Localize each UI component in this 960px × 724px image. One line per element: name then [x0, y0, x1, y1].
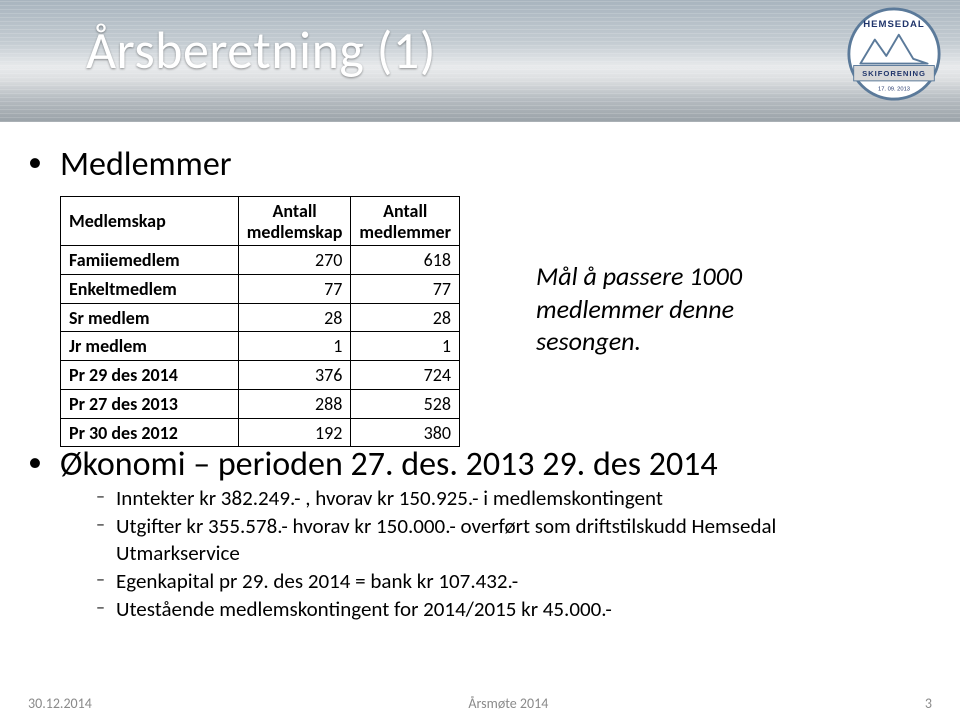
table-row: Pr 30 des 2012192380	[61, 418, 460, 447]
logo-top-text: HEMSEDAL	[863, 19, 924, 30]
table-row: Famiiemedlem270618	[61, 246, 460, 275]
table-header: Antall medlemskap	[238, 197, 351, 246]
footer-title: Årsmøte 2014	[468, 695, 548, 712]
footer-page: 3	[925, 695, 932, 712]
logo-bottom-text: SKIFORENING	[862, 69, 926, 78]
goal-text: Mål å passere 1000 medlemmer denne seson…	[536, 260, 856, 358]
goal-line: sesongen.	[536, 325, 856, 358]
header-band: Årsberetning (1) HEMSEDAL SKIFORENING 17…	[0, 0, 960, 122]
membership-table: Medlemskap Antall medlemskap Antall medl…	[60, 196, 460, 447]
list-item: –Egenkapital pr 29. des 2014 = bank kr 1…	[96, 568, 886, 594]
members-bullet: •Medlemmer	[28, 144, 232, 185]
table-header: Medlemskap	[61, 197, 239, 246]
page-title: Årsberetning (1)	[86, 18, 436, 82]
footer: 30.12.2014 Årsmøte 2014 3	[28, 695, 932, 712]
logo-date-text: 17. 09. 2013	[878, 86, 910, 92]
economy-bullet: •Økonomi – perioden 27. des. 2013 29. de…	[28, 444, 718, 485]
economy-heading: Økonomi – perioden 27. des. 2013 29. des…	[60, 444, 718, 485]
goal-line: Mål å passere 1000	[536, 260, 856, 293]
members-heading: Medlemmer	[60, 144, 232, 185]
footer-date: 30.12.2014	[28, 695, 92, 712]
table-row: Pr 29 des 2014376724	[61, 361, 460, 390]
table-row: Sr medlem2828	[61, 303, 460, 332]
table-row: Pr 27 des 2013288528	[61, 389, 460, 418]
list-item: –Utestående medlemskontingent for 2014/2…	[96, 596, 886, 622]
goal-line: medlemmer denne	[536, 293, 856, 326]
list-item: –Utgifter kr 355.578.- hvorav kr 150.000…	[96, 513, 886, 566]
logo: HEMSEDAL SKIFORENING 17. 09. 2013	[846, 6, 942, 102]
table-row: Enkeltmedlem7777	[61, 275, 460, 304]
table-header: Antall medlemmer	[351, 197, 460, 246]
table-row: Jr medlem11	[61, 332, 460, 361]
list-item: –Inntekter kr 382.249.- , hvorav kr 150.…	[96, 485, 886, 511]
economy-sub-list: –Inntekter kr 382.249.- , hvorav kr 150.…	[96, 485, 886, 624]
